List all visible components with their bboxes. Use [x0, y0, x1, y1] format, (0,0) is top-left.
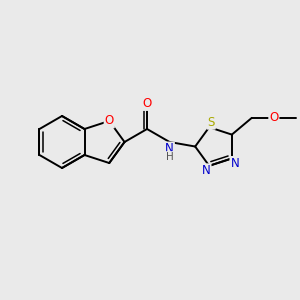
Text: N: N	[230, 157, 239, 170]
Text: S: S	[208, 116, 215, 129]
Text: N: N	[165, 142, 174, 155]
Text: H: H	[166, 152, 173, 162]
Text: O: O	[142, 97, 152, 110]
Text: O: O	[269, 111, 278, 124]
Text: O: O	[105, 115, 114, 128]
Text: N: N	[202, 164, 211, 177]
